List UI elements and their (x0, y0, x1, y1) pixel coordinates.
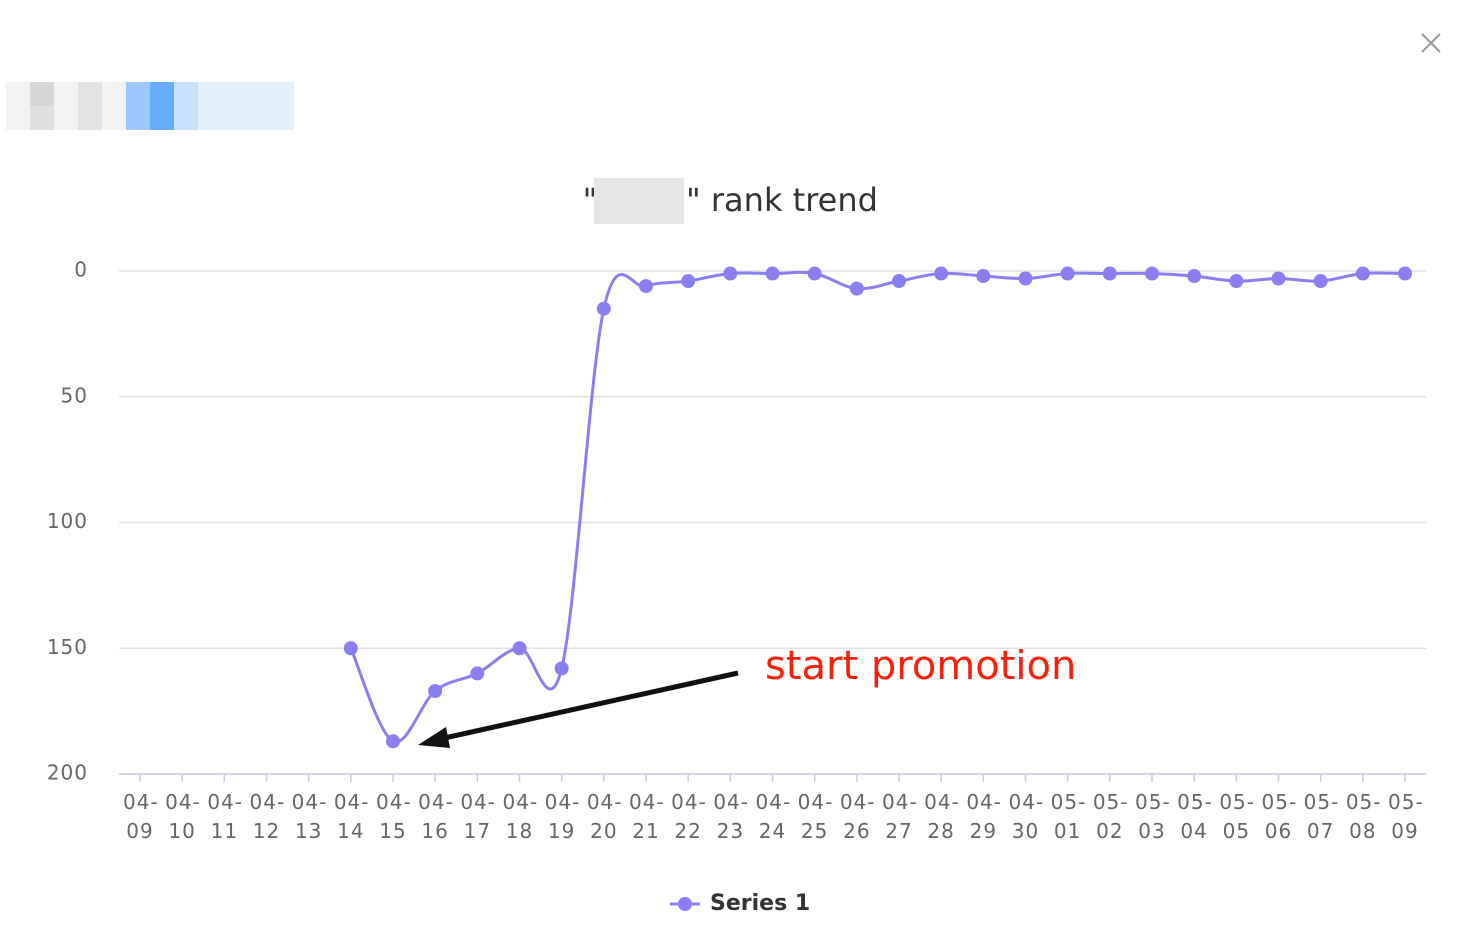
data-point (639, 279, 653, 294)
x-tick-label: 04-10 (165, 790, 201, 843)
data-point (1187, 269, 1202, 284)
x-tick-label: 05-09 (1388, 790, 1424, 843)
y-tick-label: 150 (47, 635, 88, 659)
x-tick-label: 05-05 (1219, 790, 1255, 843)
x-tick-label: 04-18 (502, 790, 539, 843)
x-tick-label: 04-28 (924, 790, 960, 843)
chart-title: " rank trend (686, 181, 878, 219)
annotation-arrow (418, 670, 739, 748)
chart-title-open: " (583, 181, 598, 219)
data-point (723, 266, 738, 281)
x-tick-label: 04-29 (966, 790, 1002, 843)
y-tick-label: 200 (47, 761, 88, 785)
data-point (1271, 271, 1286, 286)
data-point (1060, 266, 1075, 281)
data-point (1313, 274, 1328, 289)
x-tick-label: 04-22 (671, 790, 707, 843)
data-point (596, 301, 611, 316)
x-tick-label: 04-26 (839, 790, 876, 843)
data-point (1398, 266, 1412, 281)
x-tick-label: 05-04 (1177, 790, 1213, 843)
data-point (1355, 266, 1370, 281)
data-point (1145, 266, 1159, 281)
data-point (386, 734, 400, 749)
x-tick-label: 05-03 (1135, 790, 1171, 843)
x-tick-label: 04-09 (123, 790, 159, 843)
y-tick-label: 50 (61, 383, 88, 407)
data-point (892, 274, 906, 289)
x-tick-label: 04-24 (755, 790, 792, 843)
x-tick-label: 05-07 (1303, 790, 1340, 843)
data-point (1229, 274, 1244, 289)
annotation: start promotion (765, 643, 1076, 689)
x-tick-label: 04-12 (249, 790, 286, 843)
y-tick-label: 100 (47, 509, 88, 533)
data-point (554, 661, 569, 676)
blurred-header (6, 82, 294, 130)
x-tick-label: 04-15 (376, 790, 412, 843)
close-button[interactable] (1421, 33, 1441, 53)
x-tick-label: 04-17 (460, 790, 496, 843)
x-tick-label: 04-25 (797, 790, 834, 843)
data-point (512, 641, 527, 656)
x-tick-label: 04-20 (586, 790, 623, 843)
legend-dot (678, 897, 692, 911)
data-point (976, 269, 991, 284)
x-tick-label: 04-23 (713, 790, 749, 843)
data-point (1102, 266, 1117, 281)
x-tick-label: 05-01 (1050, 790, 1087, 843)
x-tick-label: 04-19 (544, 790, 581, 843)
x-tick-label: 05-06 (1261, 790, 1298, 843)
x-tick-label: 04-30 (1008, 790, 1045, 843)
x-tick-label: 04-27 (882, 790, 918, 843)
data-point (934, 266, 949, 281)
data-point (343, 641, 358, 656)
blurred-title (594, 178, 684, 224)
data-point (807, 266, 822, 281)
legend-label: Series 1 (710, 891, 810, 916)
data-point (1018, 271, 1033, 286)
data-point (765, 266, 780, 281)
x-tick-label: 04-14 (333, 790, 370, 843)
x-tick-label: 04-16 (418, 790, 454, 843)
x-tick-label: 05-02 (1092, 790, 1129, 843)
data-point (681, 274, 696, 289)
data-point (428, 684, 443, 699)
data-point (849, 281, 864, 296)
x-tick-label: 05-08 (1345, 790, 1382, 843)
data-point (470, 666, 485, 681)
x-tick-label: 04-13 (291, 790, 328, 843)
x-tick-label: 04-11 (207, 790, 243, 843)
y-tick-label: 0 (74, 258, 88, 282)
x-tick-label: 04-21 (629, 790, 665, 843)
